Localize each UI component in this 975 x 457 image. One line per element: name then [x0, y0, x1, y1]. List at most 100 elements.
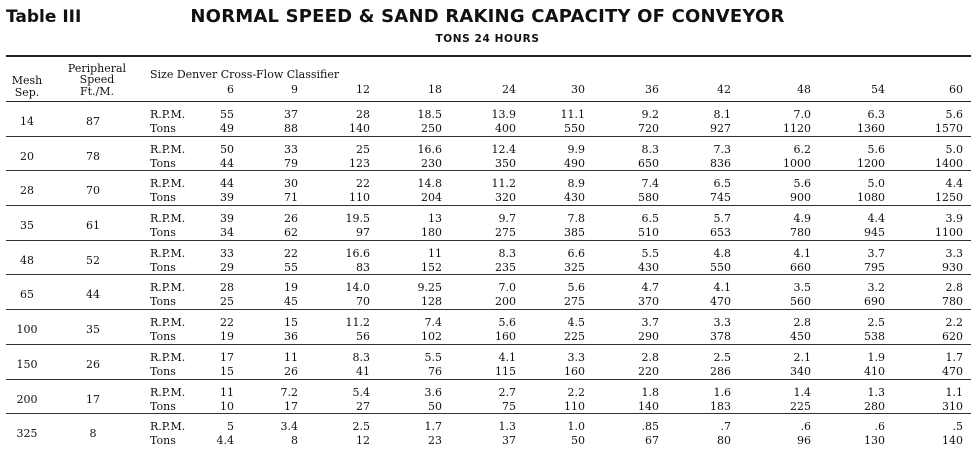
row-divider [6, 135, 971, 137]
tons-cell: 12 [356, 434, 370, 448]
tons-cell: 10 [220, 399, 234, 413]
tons-cell: 1250 [935, 191, 963, 205]
tons-cell: 653 [710, 226, 731, 240]
tons-cell: 140 [349, 122, 370, 135]
rpm-label: R.P.M. [150, 420, 186, 434]
tons-cell: 275 [564, 295, 585, 309]
rpm-cell: 11 [284, 350, 298, 364]
tons-label: Tons [150, 295, 176, 309]
rpm-cell: 3.7 [641, 316, 660, 330]
rpm-cell: .5 [952, 420, 964, 434]
rpm-cell: 7.0 [793, 108, 812, 121]
tons-cell: 378 [710, 330, 731, 344]
tons-cell: 836 [710, 156, 731, 170]
row-divider [6, 170, 971, 172]
mesh-cell: 150 [16, 357, 38, 371]
rpm-label: R.P.M. [150, 385, 186, 399]
rpm-cell: 22 [284, 246, 298, 260]
speed-cell: 8 [89, 427, 97, 441]
speed-cell: 35 [86, 323, 100, 337]
table-body: 14 87 R.P.M. Tons 55 37 28 18.5 13.9 11.1 9.2 8.1 7.… [0, 103, 975, 450]
tons-cell: 320 [495, 191, 516, 205]
tons-cell: 152 [421, 260, 442, 274]
tons-cell: 49 [220, 122, 234, 135]
tons-cell: 50 [428, 399, 442, 413]
tons-cell: 83 [356, 260, 370, 274]
tons-cell: 290 [638, 330, 659, 344]
speed-cell: 52 [86, 253, 100, 267]
tons-label: Tons [150, 191, 176, 205]
row-divider [6, 309, 971, 311]
tons-cell: 385 [564, 226, 585, 240]
rpm-cell: 5.6 [793, 177, 812, 191]
rpm-cell: 19.5 [345, 212, 371, 226]
tons-cell: 400 [495, 122, 516, 135]
tons-label: Tons [150, 260, 176, 274]
tons-cell: 97 [356, 226, 370, 240]
row-divider [6, 378, 971, 380]
tons-cell: 180 [421, 226, 442, 240]
rpm-cell: 2.2 [945, 316, 964, 330]
rpm-cell: 15 [284, 316, 298, 330]
rpm-cell: 1.4 [793, 385, 812, 399]
rpm-cell: 11.2 [491, 177, 517, 191]
speed-cell: 61 [86, 219, 100, 233]
speed-cell: 87 [86, 115, 100, 128]
tons-label: Tons [150, 226, 176, 240]
tons-cell: 140 [638, 399, 659, 413]
header-bottom-rule [6, 101, 971, 102]
tons-cell: 160 [495, 330, 516, 344]
tons-cell: 430 [564, 191, 585, 205]
table-row: 150 26 R.P.M. Tons 17 11 8.3 5.5 4.1 3.3 2.8 2.5 2.1… [0, 346, 975, 381]
rpm-label: R.P.M. [150, 108, 186, 121]
rpm-cell: 3.2 [867, 281, 886, 295]
rpm-cell: 44 [220, 177, 234, 191]
tons-cell: 27 [356, 399, 370, 413]
tons-cell: 76 [428, 364, 442, 378]
speed-cell: 26 [86, 357, 100, 371]
tons-cell: 230 [421, 156, 442, 170]
rpm-cell: 3.7 [867, 246, 886, 260]
tons-label: Tons [150, 434, 176, 448]
page-title: NORMAL SPEED & SAND RAKING CAPACITY OF C… [190, 6, 785, 27]
rpm-cell: 4.4 [867, 212, 886, 226]
tons-cell: 102 [421, 330, 442, 344]
tons-cell: 44 [220, 156, 234, 170]
rpm-cell: 37 [284, 108, 298, 121]
tons-cell: 26 [284, 364, 298, 378]
rpm-cell: 17 [220, 350, 234, 364]
mesh-cell: 200 [16, 392, 38, 406]
header-ftm: Ft./M. [79, 85, 114, 98]
table-row: 325 8 R.P.M. Tons 5 3.4 2.5 1.7 1.3 1.0 .85 .7 .6 .6.… [0, 415, 975, 450]
tons-cell: 15 [220, 364, 234, 378]
tons-label: Tons [150, 364, 176, 378]
tons-cell: 795 [864, 260, 885, 274]
rpm-cell: 55 [220, 108, 234, 121]
size-header: 9 [291, 83, 298, 96]
tons-cell: 79 [284, 156, 298, 170]
tons-cell: 55 [284, 260, 298, 274]
tons-cell: 310 [942, 399, 963, 413]
rpm-cell: 3.3 [567, 350, 586, 364]
rpm-cell: 18.5 [417, 108, 443, 121]
rpm-cell: 26 [284, 212, 298, 226]
tons-cell: 75 [502, 399, 516, 413]
rpm-cell: 2.7 [498, 385, 517, 399]
rpm-cell: 5.6 [567, 281, 586, 295]
size-header: 60 [949, 83, 963, 96]
tons-cell: 550 [710, 260, 731, 274]
tons-cell: 325 [564, 260, 585, 274]
row-divider [6, 413, 971, 415]
tons-cell: 430 [638, 260, 659, 274]
rpm-cell: 11 [428, 246, 442, 260]
mesh-cell: 65 [20, 288, 34, 302]
rpm-cell: 33 [284, 142, 298, 156]
rpm-cell: 16.6 [345, 246, 371, 260]
tons-cell: 780 [942, 295, 963, 309]
row-divider [6, 239, 971, 241]
rpm-cell: 7.4 [641, 177, 660, 191]
rpm-cell: 5.6 [498, 316, 517, 330]
size-header: 42 [717, 83, 731, 96]
rpm-cell: 2.8 [793, 316, 812, 330]
